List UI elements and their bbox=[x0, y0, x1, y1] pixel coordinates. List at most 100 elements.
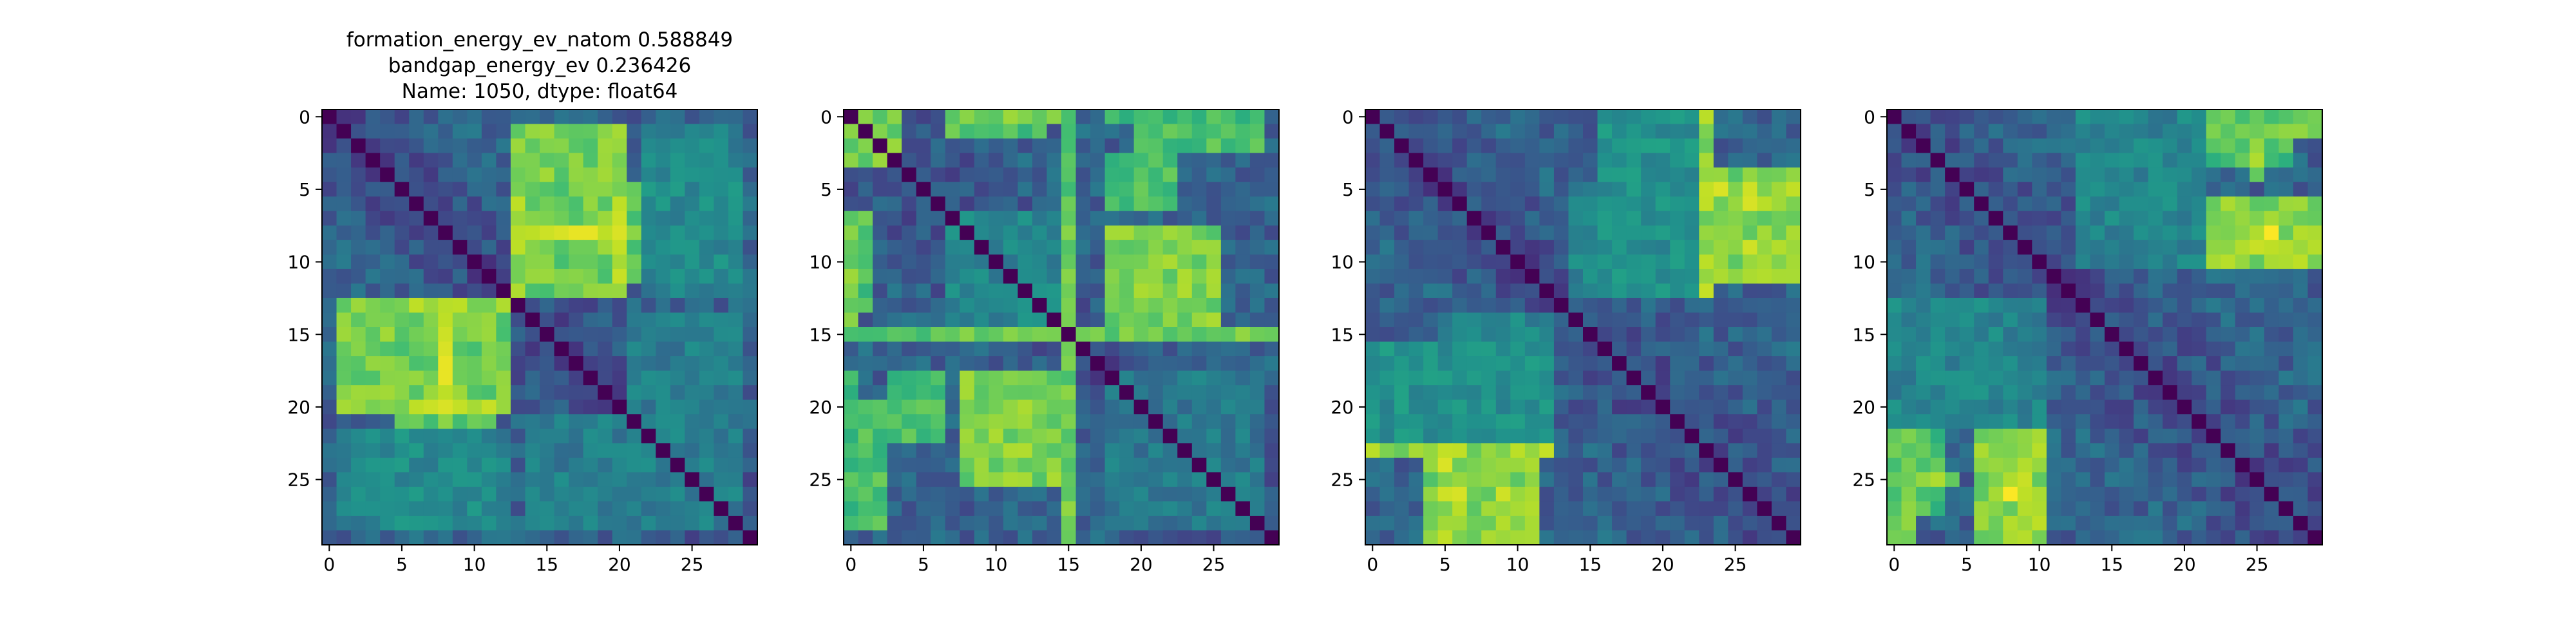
heatmap-cell bbox=[1901, 457, 1917, 473]
heatmap-cell bbox=[641, 196, 656, 212]
heatmap-cell bbox=[2307, 254, 2323, 270]
heatmap-cell bbox=[2075, 298, 2091, 314]
heatmap-cell bbox=[858, 254, 873, 270]
heatmap-cell bbox=[525, 486, 540, 502]
heatmap-cell bbox=[2017, 443, 2032, 459]
heatmap-cell bbox=[1495, 457, 1511, 473]
axes-frame bbox=[1886, 109, 2323, 545]
y-tick-label: 25 bbox=[809, 469, 832, 491]
heatmap-cell bbox=[2032, 341, 2047, 357]
heatmap-cell bbox=[1670, 225, 1685, 241]
heatmap-cell bbox=[1191, 225, 1207, 241]
heatmap-cell bbox=[670, 443, 685, 459]
heatmap-cell bbox=[989, 399, 1004, 415]
heatmap-cell bbox=[641, 298, 656, 314]
heatmap-cell bbox=[365, 443, 381, 459]
heatmap-cell bbox=[481, 341, 497, 357]
heatmap-cell bbox=[1684, 530, 1700, 545]
heatmap-cell bbox=[1786, 370, 1801, 386]
heatmap-cell bbox=[438, 254, 453, 270]
heatmap-cell bbox=[351, 109, 366, 125]
heatmap-cell bbox=[2148, 211, 2163, 226]
heatmap-cell bbox=[1988, 283, 2003, 299]
heatmap-cell bbox=[423, 283, 439, 299]
heatmap-cell bbox=[1133, 138, 1149, 154]
heatmap-cell bbox=[2307, 327, 2323, 343]
heatmap-cell bbox=[554, 283, 569, 299]
heatmap-cell bbox=[2192, 414, 2207, 430]
heatmap-cell bbox=[2105, 472, 2120, 488]
heatmap-cell bbox=[1437, 167, 1453, 183]
heatmap-cell bbox=[1742, 501, 1757, 516]
heatmap-cell bbox=[1481, 399, 1497, 415]
heatmap-cell bbox=[1568, 254, 1584, 270]
heatmap-cell bbox=[2221, 153, 2236, 168]
heatmap-cell bbox=[1148, 385, 1164, 401]
heatmap-cell bbox=[1235, 225, 1251, 241]
heatmap-cell bbox=[1408, 501, 1424, 516]
heatmap-cell bbox=[1597, 240, 1613, 255]
heatmap-cell bbox=[1670, 240, 1685, 255]
heatmap-cell bbox=[2235, 124, 2250, 139]
heatmap-cell bbox=[496, 240, 511, 255]
heatmap-cell bbox=[858, 182, 873, 197]
heatmap-cell bbox=[1959, 298, 1975, 314]
heatmap-cell bbox=[1524, 428, 1540, 444]
heatmap-cell bbox=[540, 269, 555, 284]
heatmap-cell bbox=[1423, 124, 1439, 139]
heatmap-cell bbox=[1133, 196, 1149, 212]
heatmap-cell bbox=[2090, 515, 2105, 531]
heatmap-cell bbox=[409, 312, 424, 328]
heatmap-cell bbox=[1264, 341, 1280, 357]
heatmap-cell bbox=[2017, 298, 2032, 314]
heatmap-cell bbox=[1177, 443, 1193, 459]
heatmap-cell bbox=[1206, 269, 1222, 284]
heatmap-cell bbox=[960, 211, 975, 226]
heatmap-cell bbox=[2119, 124, 2134, 139]
heatmap-cell bbox=[1046, 312, 1062, 328]
heatmap-cell bbox=[902, 182, 917, 197]
heatmap-cell bbox=[1032, 240, 1048, 255]
heatmap-cell bbox=[612, 182, 627, 197]
heatmap-cell bbox=[1539, 269, 1555, 284]
heatmap-cell bbox=[1771, 385, 1787, 401]
heatmap-cell bbox=[540, 182, 555, 197]
heatmap-cell bbox=[945, 486, 960, 502]
heatmap-cell bbox=[2206, 486, 2221, 502]
heatmap-cell bbox=[902, 399, 917, 415]
x-tick-label: 5 bbox=[918, 554, 929, 575]
heatmap-cell bbox=[1510, 399, 1526, 415]
heatmap-cell bbox=[1713, 312, 1728, 328]
heatmap-cell bbox=[583, 356, 598, 372]
heatmap-cell bbox=[1713, 385, 1728, 401]
heatmap-cell bbox=[467, 182, 482, 197]
heatmap-cell bbox=[1191, 153, 1207, 168]
heatmap-cell bbox=[1148, 254, 1164, 270]
heatmap-cell bbox=[1481, 196, 1497, 212]
heatmap-cell bbox=[1988, 385, 2003, 401]
heatmap-cell bbox=[2163, 124, 2178, 139]
heatmap-cell bbox=[423, 385, 439, 401]
heatmap-cell bbox=[1437, 196, 1453, 212]
heatmap-cell bbox=[2148, 182, 2163, 197]
heatmap-cell bbox=[2046, 109, 2061, 125]
heatmap-cell bbox=[974, 153, 989, 168]
heatmap-cell bbox=[1901, 341, 1917, 357]
heatmap-cell bbox=[1206, 298, 1222, 314]
heatmap-cell bbox=[467, 356, 482, 372]
heatmap-cell bbox=[2003, 138, 2018, 154]
chart-title-line: Name: 1050, dtype: float64 bbox=[402, 80, 678, 103]
heatmap-cell bbox=[2177, 312, 2192, 328]
heatmap-cell bbox=[1771, 109, 1787, 125]
heatmap-cell bbox=[525, 153, 540, 168]
heatmap-cell bbox=[2090, 109, 2105, 125]
heatmap-cell bbox=[1655, 211, 1671, 226]
heatmap-cell bbox=[1452, 530, 1468, 545]
heatmap-cell bbox=[569, 457, 584, 473]
heatmap-cell bbox=[2163, 196, 2178, 212]
heatmap-cell bbox=[2075, 356, 2091, 372]
heatmap-cell bbox=[1206, 370, 1222, 386]
heatmap-cell bbox=[1655, 341, 1671, 357]
heatmap-cell bbox=[1728, 385, 1743, 401]
heatmap-cell bbox=[351, 472, 366, 488]
